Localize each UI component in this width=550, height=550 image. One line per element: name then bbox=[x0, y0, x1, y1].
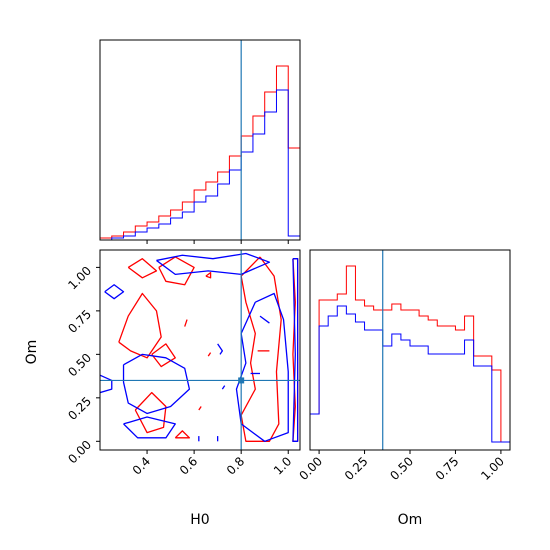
contour-blue-level-12 bbox=[259, 315, 270, 324]
contour-red-level-0 bbox=[118, 292, 162, 359]
contour-lines-group bbox=[100, 252, 299, 442]
contour-red-level-9 bbox=[205, 271, 212, 279]
contour-blue-level-4 bbox=[235, 292, 289, 442]
contour-blue-level-2 bbox=[104, 284, 125, 300]
y-axis-label-om: Om bbox=[24, 340, 40, 365]
h0-marginal-histogram-panel bbox=[99, 39, 301, 244]
h0-hist-series-red-step bbox=[99, 65, 301, 240]
contour-red-level-1 bbox=[158, 256, 195, 286]
contour-red-level-2 bbox=[127, 258, 158, 279]
om-hist-series-red-step bbox=[309, 265, 511, 450]
contour-red-level-10 bbox=[184, 319, 188, 327]
contour-red-level-11 bbox=[207, 352, 212, 357]
contour-red-level-4 bbox=[134, 391, 167, 434]
om-hist-series-blue-step bbox=[309, 305, 511, 450]
contour-blue-level-3 bbox=[156, 252, 271, 275]
contour-blue-level-0 bbox=[122, 353, 191, 415]
x-axis-label-h0: H0 bbox=[190, 512, 209, 528]
contour-blue-level-5 bbox=[292, 258, 299, 442]
contour-blue-level-1 bbox=[123, 416, 176, 439]
contour-frame bbox=[99, 249, 301, 451]
contour-red-level-3 bbox=[151, 343, 176, 368]
contour-blue-level-9 bbox=[221, 385, 226, 390]
contour-red-level-5 bbox=[174, 430, 191, 439]
contour-blue-level-7 bbox=[217, 343, 224, 355]
contour-red-level-6 bbox=[240, 256, 282, 442]
contour-red-level-12 bbox=[198, 406, 202, 411]
contour-truth-marker bbox=[238, 377, 245, 384]
contour-blue-level-6 bbox=[100, 374, 113, 394]
h0-hist-series-blue-step bbox=[100, 89, 301, 241]
h0-hist-frame bbox=[99, 39, 301, 241]
x-axis-label-om: Om bbox=[398, 512, 423, 528]
